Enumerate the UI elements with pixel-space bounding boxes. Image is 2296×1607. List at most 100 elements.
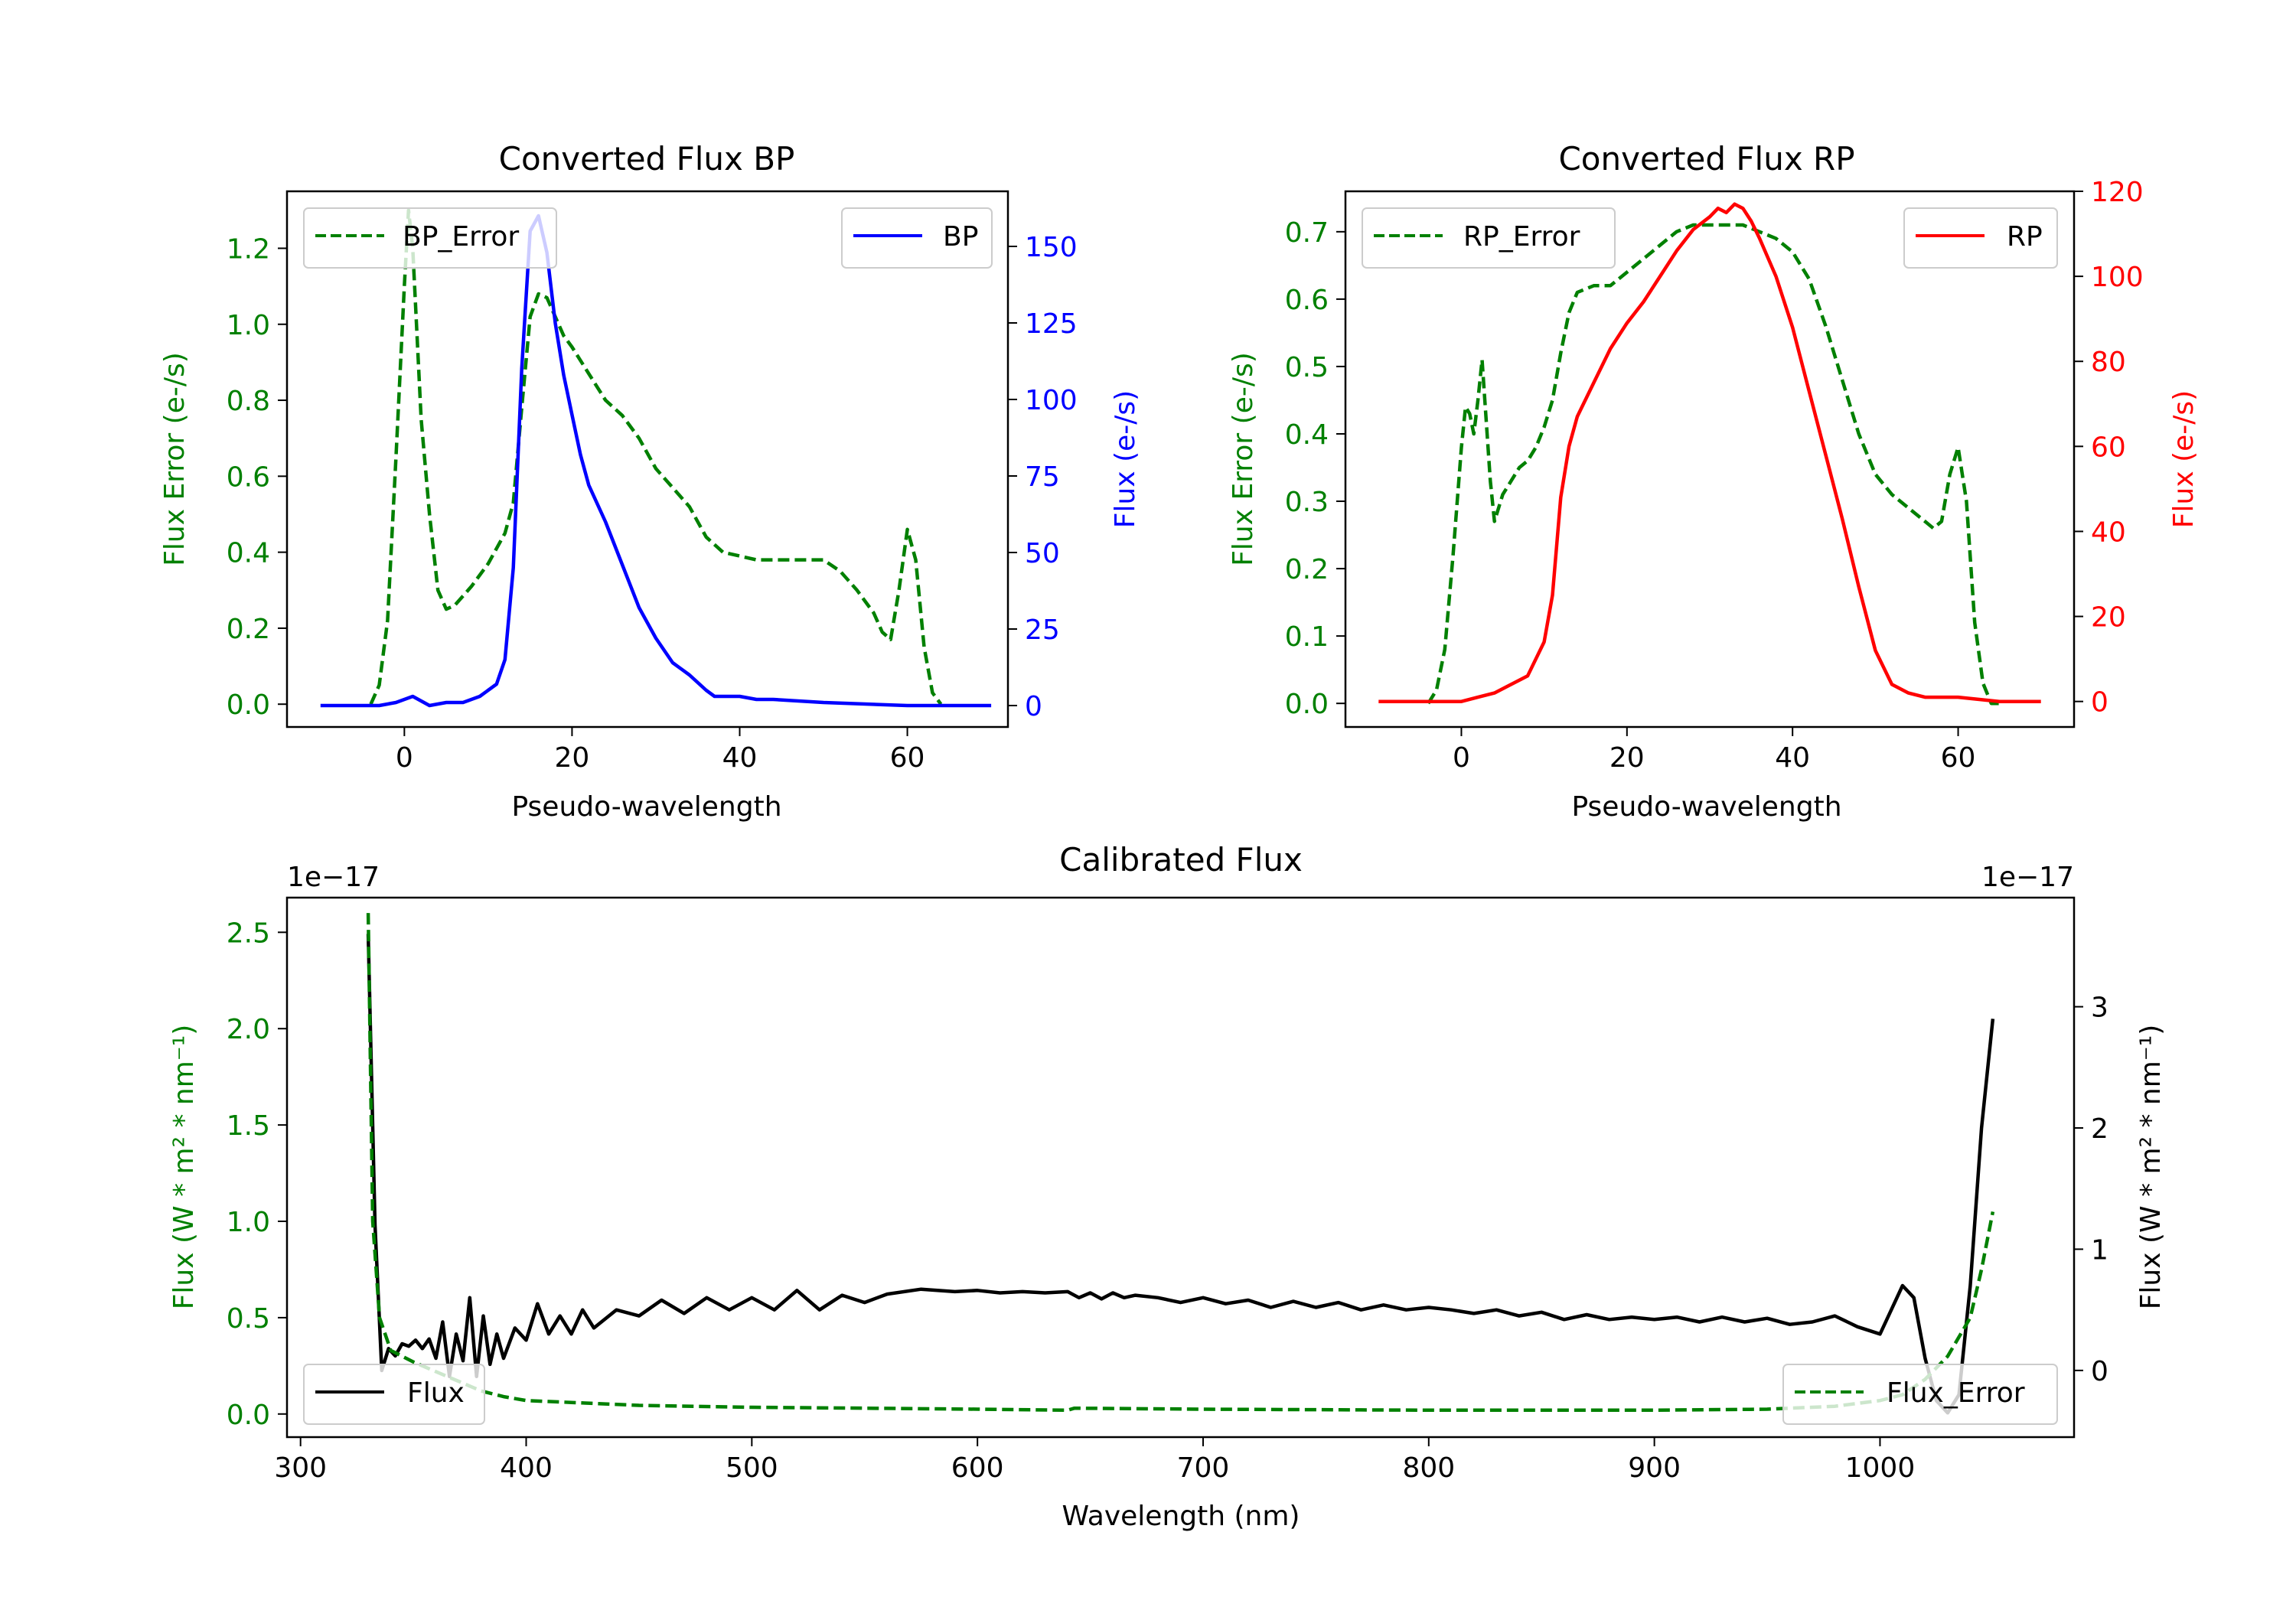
calibrated-ylabel-right: Flux (W * m² * nm⁻¹) xyxy=(2135,1025,2167,1310)
rp-ylabel-right: Flux (e-/s) xyxy=(2168,390,2200,528)
y-right-tick-label: 125 xyxy=(1025,308,1078,340)
y-left-tick-label: 0.2 xyxy=(227,614,270,645)
y-left-tick-label: 0.0 xyxy=(227,689,270,721)
series-line-bp-error xyxy=(369,208,943,706)
y-left-tick-label: 0.3 xyxy=(1285,487,1329,518)
y-right-tick-label: 20 xyxy=(2091,602,2126,634)
calibrated-ylabel-left: Flux (W * m² * nm⁻¹) xyxy=(168,1025,200,1310)
x-tick-label: 60 xyxy=(890,742,925,774)
y-left-tick-label: 1.5 xyxy=(227,1110,270,1142)
y-right-tick-label: 100 xyxy=(1025,385,1078,416)
y-left-tick-label: 0.8 xyxy=(227,386,270,417)
rp-ticks-layer: 0 20 40 60 0.0 0.1 0.2 0.3 0.4 0.5 0.6 0.7 0 20 40 60 80… xyxy=(1285,177,2144,774)
bp-ylabel-right: Flux (e-/s) xyxy=(1110,390,1141,528)
y-right-tick-label: 150 xyxy=(1025,232,1078,263)
rp-panel: Converted Flux RP 0 20 40 60 0.0 0.1 0.2 0.3 0.4… xyxy=(1228,140,2200,823)
calibrated-title: Calibrated Flux xyxy=(1059,841,1303,878)
calibrated-panel: Calibrated Flux 1e−17 1e−17 300 400 500 600… xyxy=(168,841,2167,1532)
y-left-tick-label: 2.5 xyxy=(227,918,270,949)
x-tick-label: 900 xyxy=(1628,1452,1681,1484)
calibrated-offset-right: 1e−17 xyxy=(1981,862,2074,893)
legend-box xyxy=(303,1364,485,1425)
y-left-tick-label: 0.2 xyxy=(1285,554,1329,585)
legend-box xyxy=(1362,207,1616,269)
y-left-tick-label: 1.0 xyxy=(227,310,270,341)
legend-box xyxy=(841,207,993,269)
calibrated-ticks-layer: 300 400 500 600 700 800 900 1000 0.0 0.5 1.0 1.5 2.0… xyxy=(227,918,2108,1484)
bp-series-layer xyxy=(320,208,992,708)
legend-box xyxy=(303,207,557,269)
series-line-rp xyxy=(1378,202,2041,703)
calibrated-legend-right: Flux_Error xyxy=(1782,1364,2058,1425)
y-left-tick-label: 1.2 xyxy=(227,233,270,265)
legend-label: BP xyxy=(943,221,978,253)
rp-legend-left: RP_Error xyxy=(1362,207,1616,269)
y-right-tick-label: 120 xyxy=(2091,177,2144,208)
series-line-rp-error xyxy=(1427,223,2000,706)
y-left-tick-label: 0.0 xyxy=(1285,689,1329,720)
bp-legend-right: BP xyxy=(841,207,993,269)
y-left-tick-label: 0.6 xyxy=(227,461,270,493)
bp-ticks-layer: 0 20 40 60 0.0 0.2 0.4 0.6 0.8 1.0 1.2 0 25 50 75 100 12… xyxy=(227,232,1078,774)
x-tick-label: 500 xyxy=(726,1452,778,1484)
x-tick-label: 60 xyxy=(1941,742,1976,774)
y-right-tick-label: 40 xyxy=(2091,517,2126,548)
bp-title: Converted Flux BP xyxy=(499,140,795,178)
y-right-tick-label: 0 xyxy=(2091,1356,2108,1387)
y-left-tick-label: 0.4 xyxy=(227,538,270,569)
legend-label: RP xyxy=(2007,221,2043,253)
legend-label: RP_Error xyxy=(1463,221,1580,253)
rp-xlabel: Pseudo-wavelength xyxy=(1571,791,1841,823)
y-right-tick-label: 2 xyxy=(2091,1113,2108,1145)
series-line-bp xyxy=(320,214,992,708)
y-left-tick-label: 0.7 xyxy=(1285,217,1329,249)
y-right-tick-label: 100 xyxy=(2091,262,2144,293)
rp-ylabel-left: Flux Error (e-/s) xyxy=(1228,352,1259,566)
x-tick-label: 40 xyxy=(1775,742,1810,774)
x-tick-label: 700 xyxy=(1177,1452,1230,1484)
y-left-tick-label: 0.6 xyxy=(1285,285,1329,316)
rp-legend-right: RP xyxy=(1903,207,2058,269)
bp-legend-left: BP_Error xyxy=(303,207,557,269)
calibrated-xlabel: Wavelength (nm) xyxy=(1062,1501,1300,1532)
y-right-tick-label: 75 xyxy=(1025,461,1060,493)
rp-axes-frame xyxy=(1344,190,2076,729)
y-right-tick-label: 3 xyxy=(2091,993,2108,1024)
legend-label: Flux_Error xyxy=(1887,1377,2025,1409)
legend-box xyxy=(1782,1364,2058,1425)
y-right-tick-label: 60 xyxy=(2091,432,2126,463)
y-left-tick-label: 0.1 xyxy=(1285,621,1329,653)
x-tick-label: 600 xyxy=(951,1452,1004,1484)
x-tick-label: 40 xyxy=(722,742,758,774)
bp-xlabel: Pseudo-wavelength xyxy=(511,791,781,823)
bp-panel: Converted Flux BP 0 20 40 60 0.0 0.2 0.4 0.6 0.8… xyxy=(159,140,1141,823)
y-right-tick-label: 0 xyxy=(2091,687,2108,719)
x-tick-label: 0 xyxy=(1453,742,1470,774)
legend-label: BP_Error xyxy=(403,221,519,253)
bp-axes-frame xyxy=(285,190,1009,729)
y-right-tick-label: 1 xyxy=(2091,1234,2108,1266)
x-tick-label: 800 xyxy=(1402,1452,1455,1484)
y-right-tick-label: 0 xyxy=(1025,691,1042,722)
rp-series-layer xyxy=(1378,202,2041,706)
legend-label: Flux xyxy=(407,1377,465,1409)
x-tick-label: 20 xyxy=(555,742,590,774)
y-left-tick-label: 0.0 xyxy=(227,1400,270,1431)
legend-box xyxy=(1903,207,2058,269)
calibrated-offset-left: 1e−17 xyxy=(287,862,380,893)
y-left-tick-label: 1.0 xyxy=(227,1207,270,1238)
calibrated-axes-frame xyxy=(285,896,2076,1439)
y-left-tick-label: 0.4 xyxy=(1285,419,1329,451)
y-left-tick-label: 0.5 xyxy=(1285,352,1329,383)
y-left-tick-label: 2.0 xyxy=(227,1014,270,1045)
rp-title: Converted Flux RP xyxy=(1558,140,1854,178)
x-tick-label: 300 xyxy=(274,1452,327,1484)
x-tick-label: 400 xyxy=(500,1452,553,1484)
calibrated-legend-left: Flux xyxy=(303,1364,485,1425)
x-tick-label: 0 xyxy=(396,742,413,774)
x-tick-label: 20 xyxy=(1609,742,1645,774)
y-right-tick-label: 25 xyxy=(1025,614,1060,646)
bp-ylabel-left: Flux Error (e-/s) xyxy=(159,352,191,566)
y-left-tick-label: 0.5 xyxy=(227,1303,270,1335)
